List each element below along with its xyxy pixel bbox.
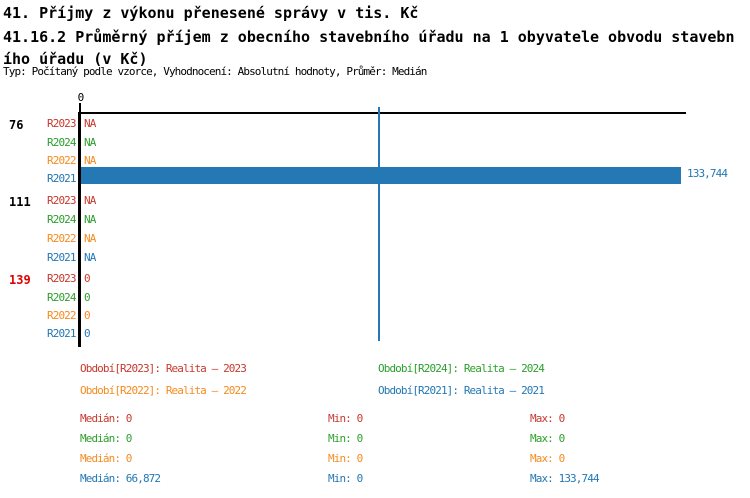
stat-max: Max: 0: [530, 412, 565, 425]
row-value: NA: [84, 136, 96, 149]
stat-median: Medián: 0: [80, 452, 132, 465]
row-label: R2021: [47, 327, 77, 340]
stat-max: Max: 133,744: [530, 472, 600, 485]
group-label: 76: [9, 118, 24, 132]
row-label: R2021: [47, 172, 77, 185]
legend-item-r2021: Období[R2021]: Realita – 2021: [378, 384, 545, 397]
row-value: NA: [84, 194, 96, 207]
bar-value-label: 133,744: [687, 167, 728, 180]
legend-item-r2023: Období[R2023]: Realita – 2023: [80, 362, 247, 375]
row-label: R2021: [47, 251, 77, 264]
row-value: NA: [84, 213, 96, 226]
value-bar: [81, 167, 681, 184]
row-label: R2022: [47, 154, 77, 167]
stat-max: Max: 0: [530, 452, 565, 465]
row-label: R2023: [47, 194, 77, 207]
row-label: R2022: [47, 232, 77, 245]
median-line: [378, 107, 380, 341]
stat-min: Min: 0: [328, 412, 363, 425]
row-value: 0: [84, 291, 91, 304]
row-label: R2023: [47, 272, 77, 285]
value-axis-line: [78, 112, 686, 114]
row-value: NA: [84, 117, 96, 130]
row-value: NA: [84, 232, 96, 245]
row-value: 0: [84, 327, 91, 340]
row-label: R2023: [47, 117, 77, 130]
row-value: NA: [84, 251, 96, 264]
row-value: 0: [84, 272, 91, 285]
stat-median: Medián: 0: [80, 412, 132, 425]
row-value: NA: [84, 154, 96, 167]
stat-max: Max: 0: [530, 432, 565, 445]
stat-median: Medián: 66,872: [80, 472, 161, 485]
legend-item-r2024: Období[R2024]: Realita – 2024: [378, 362, 545, 375]
stat-min: Min: 0: [328, 472, 363, 485]
legend-item-r2022: Období[R2022]: Realita – 2022: [80, 384, 247, 397]
report-title: 41. Příjmy z výkonu přenesené správy v t…: [3, 4, 419, 22]
row-label: R2022: [47, 309, 77, 322]
group-label: 139: [9, 273, 31, 287]
axis-zero-tick-label: 0: [77, 91, 85, 104]
group-label: 111: [9, 195, 31, 209]
report-meta: Typ: Počítaný podle vzorce, Vyhodnocení:…: [3, 65, 427, 78]
row-label: R2024: [47, 136, 77, 149]
indicator-title: 41.16.2 Průměrný příjem z obecního stave…: [3, 28, 735, 68]
stat-median: Medián: 0: [80, 432, 132, 445]
category-axis-line: [78, 112, 81, 347]
axis-tick: [79, 103, 81, 112]
stat-min: Min: 0: [328, 452, 363, 465]
row-value: 0: [84, 309, 91, 322]
row-label: R2024: [47, 213, 77, 226]
row-label: R2024: [47, 291, 77, 304]
stat-min: Min: 0: [328, 432, 363, 445]
